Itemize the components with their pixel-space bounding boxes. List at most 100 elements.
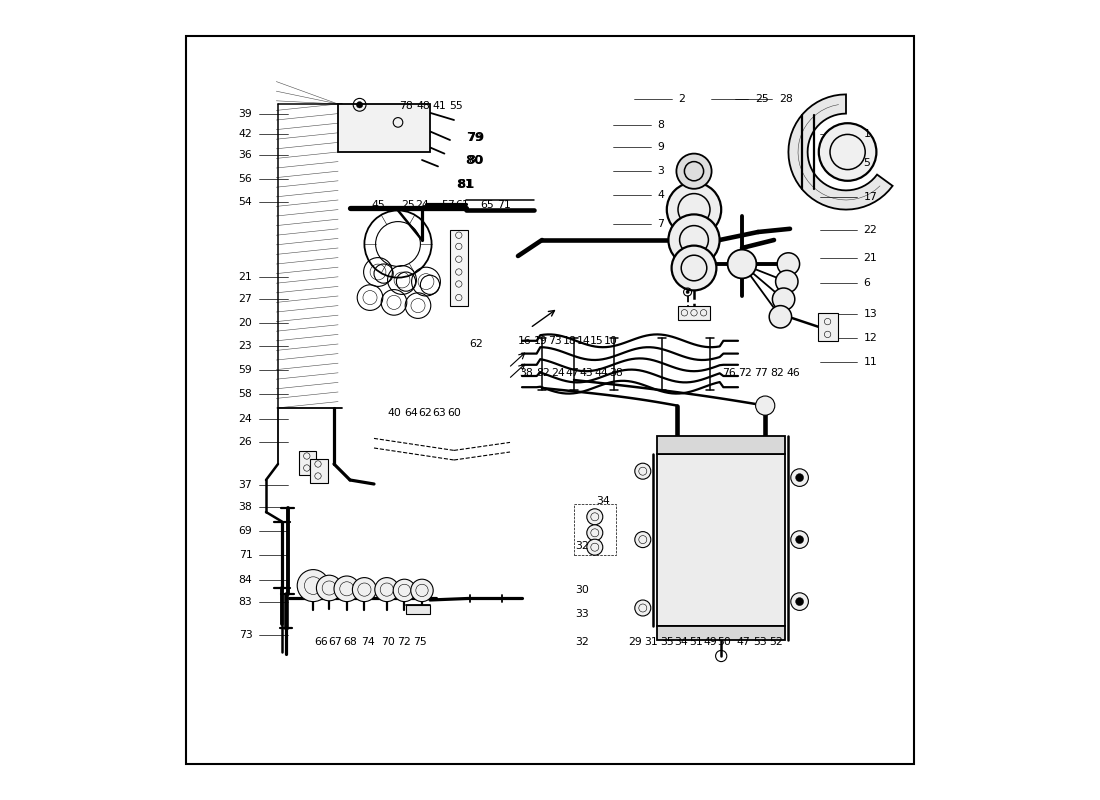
Circle shape (586, 525, 603, 541)
Bar (818, 313, 838, 341)
Text: 47: 47 (565, 368, 580, 378)
Circle shape (352, 578, 376, 602)
Text: 39: 39 (239, 109, 252, 118)
Bar (678, 306, 710, 320)
Circle shape (772, 288, 795, 310)
Circle shape (776, 270, 798, 293)
Circle shape (795, 474, 804, 482)
Text: 69: 69 (239, 526, 252, 536)
Circle shape (686, 290, 690, 294)
Text: 6: 6 (864, 278, 870, 288)
Circle shape (356, 102, 363, 108)
Text: 50: 50 (717, 637, 732, 646)
Circle shape (635, 600, 651, 616)
Text: 64: 64 (404, 408, 418, 418)
Text: 79: 79 (465, 131, 484, 144)
Text: 21: 21 (239, 272, 252, 282)
Text: 4: 4 (657, 190, 664, 200)
Text: 38: 38 (239, 502, 252, 512)
Text: 14: 14 (576, 336, 591, 346)
Text: 83: 83 (239, 597, 252, 606)
Text: 53: 53 (752, 637, 767, 646)
Text: 31: 31 (644, 637, 658, 646)
Text: 19: 19 (534, 336, 548, 346)
Text: 35: 35 (660, 637, 673, 646)
Circle shape (769, 306, 792, 328)
Circle shape (667, 182, 722, 237)
Circle shape (795, 598, 804, 606)
Text: 43: 43 (580, 368, 594, 378)
Circle shape (317, 575, 342, 601)
Text: 24: 24 (415, 200, 429, 210)
Text: 8: 8 (657, 120, 664, 130)
Text: 77: 77 (755, 368, 768, 378)
Text: 45: 45 (372, 200, 386, 210)
Circle shape (334, 576, 360, 602)
Bar (406, 605, 430, 614)
Text: 61: 61 (455, 200, 469, 210)
Text: 16: 16 (517, 336, 531, 346)
Bar (657, 436, 785, 454)
Text: 74: 74 (361, 637, 374, 646)
Text: 82: 82 (770, 368, 784, 378)
Text: 30: 30 (575, 586, 589, 595)
Text: 62: 62 (470, 339, 483, 349)
Text: 67: 67 (329, 637, 342, 646)
Circle shape (672, 246, 716, 290)
Text: 27: 27 (239, 294, 252, 304)
Text: 56: 56 (239, 174, 252, 184)
Text: 20: 20 (239, 318, 252, 328)
Circle shape (795, 535, 804, 544)
Text: 57: 57 (441, 200, 454, 210)
Text: 18: 18 (562, 336, 576, 346)
Text: 68: 68 (343, 637, 356, 646)
Text: 10: 10 (604, 336, 618, 346)
Text: 22: 22 (864, 226, 878, 235)
Text: 81: 81 (459, 179, 472, 189)
Text: 12: 12 (864, 333, 878, 342)
Circle shape (410, 579, 433, 602)
Circle shape (727, 250, 757, 278)
Text: 13: 13 (864, 309, 878, 318)
Circle shape (791, 531, 808, 549)
Text: 21: 21 (864, 253, 878, 262)
Text: 15: 15 (590, 336, 603, 346)
Text: 59: 59 (239, 365, 252, 374)
Text: 62: 62 (418, 408, 432, 418)
Text: 17: 17 (864, 192, 878, 202)
Text: 34: 34 (674, 637, 689, 646)
Text: 2: 2 (678, 94, 685, 104)
Text: 76: 76 (723, 368, 736, 378)
Text: 23: 23 (239, 341, 252, 350)
Circle shape (635, 463, 651, 479)
Text: 51: 51 (689, 637, 703, 646)
Text: 84: 84 (239, 575, 252, 585)
Text: 24: 24 (551, 368, 565, 378)
Circle shape (393, 579, 416, 602)
Text: 72: 72 (738, 368, 752, 378)
Text: 46: 46 (786, 368, 800, 378)
Text: 3: 3 (657, 166, 664, 176)
Circle shape (676, 154, 712, 189)
Text: 71: 71 (497, 200, 510, 210)
Circle shape (778, 253, 800, 275)
Text: 34: 34 (596, 496, 609, 506)
Text: 37: 37 (239, 480, 252, 490)
Polygon shape (789, 94, 892, 210)
Text: 9: 9 (657, 142, 664, 152)
Text: 75: 75 (414, 637, 427, 646)
Circle shape (586, 509, 603, 525)
Text: 81: 81 (456, 178, 474, 190)
Text: 63: 63 (432, 408, 447, 418)
Text: 70: 70 (382, 637, 395, 646)
Text: 72: 72 (397, 637, 411, 646)
Text: 80: 80 (468, 155, 482, 165)
Circle shape (635, 531, 651, 547)
Text: 5: 5 (864, 158, 870, 168)
Text: 38: 38 (608, 368, 623, 378)
Circle shape (756, 396, 774, 415)
Circle shape (791, 469, 808, 486)
Text: 49: 49 (703, 637, 717, 646)
Text: 28: 28 (779, 94, 792, 104)
Bar (657, 454, 785, 626)
